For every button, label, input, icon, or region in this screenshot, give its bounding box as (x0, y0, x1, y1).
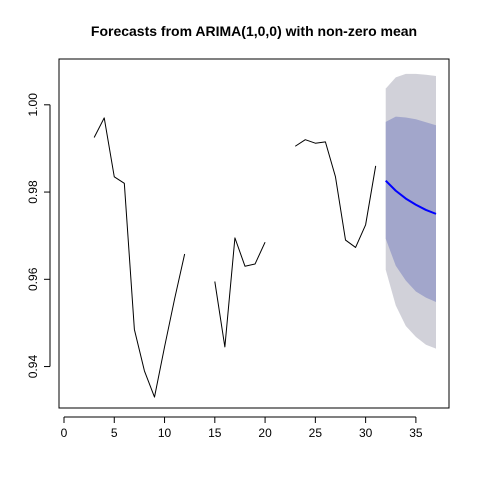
observed-line-segment-3 (294, 139, 377, 248)
x-tick-label-35: 35 (409, 426, 423, 440)
axes: 0 5 10 15 20 25 30 35 0.94 0.96 0.98 1.00 (26, 93, 423, 440)
y-tick-label-0.98: 0.98 (26, 180, 40, 204)
x-tick-label-10: 10 (158, 426, 172, 440)
plot-frame (58, 58, 450, 409)
y-tick-label-0.96: 0.96 (26, 267, 40, 291)
y-tick-label-0.94: 0.94 (26, 355, 40, 379)
x-tick-label-25: 25 (309, 426, 323, 440)
y-tick-label-1.00: 1.00 (26, 93, 40, 117)
x-tick-label-20: 20 (258, 426, 272, 440)
observed-line-segment-2 (214, 237, 266, 348)
interval-band-80 (385, 116, 436, 302)
chart-title: Forecasts from ARIMA(1,0,0) with non-zer… (91, 23, 417, 39)
forecast-line-segment-1 (385, 180, 437, 215)
observed-line-segment-1 (93, 117, 186, 398)
x-tick-label-0: 0 (61, 426, 68, 440)
plot-area (93, 73, 437, 398)
x-tick-label-15: 15 (208, 426, 222, 440)
x-tick-label-5: 5 (111, 426, 118, 440)
x-tick-label-30: 30 (359, 426, 373, 440)
